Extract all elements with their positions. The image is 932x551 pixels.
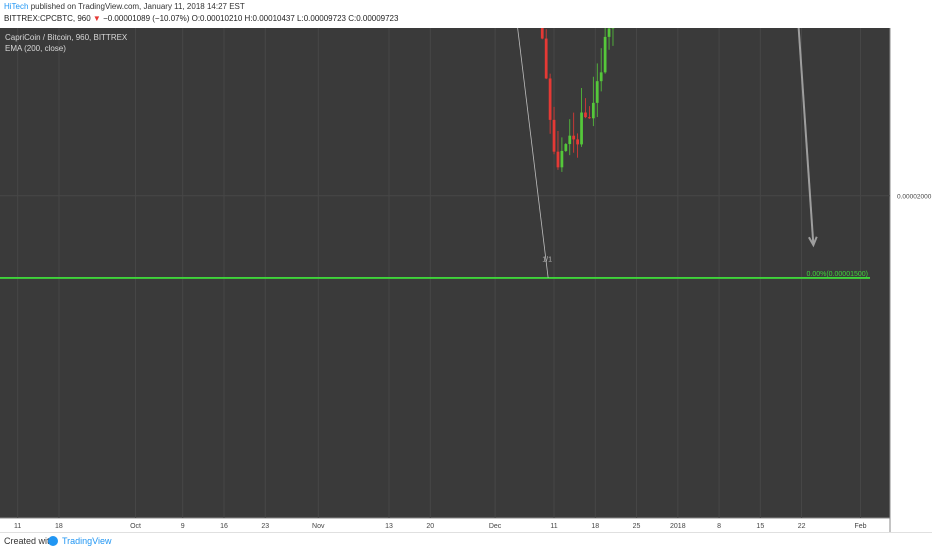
candle-body — [604, 37, 607, 72]
symbol-name: BITTREX:CPCBTC, 960 — [4, 14, 91, 23]
symbol-info: BITTREX:CPCBTC, 960 ▼ −0.00001089 (−10.0… — [4, 14, 398, 23]
candle-body — [584, 113, 587, 118]
candle-body — [576, 139, 579, 144]
publish-info: HiTech published on TradingView.com, Jan… — [4, 2, 245, 11]
candle-body — [600, 72, 603, 81]
candle-body — [549, 78, 552, 119]
x-tick-label: Dec — [489, 523, 502, 530]
candle-body — [588, 117, 591, 118]
x-tick-label: 16 — [220, 523, 228, 530]
candle-body — [564, 144, 567, 151]
x-tick-label: 20 — [426, 523, 434, 530]
fib-level-label: 0.00%(0.00001500) — [807, 271, 869, 278]
x-tick-label: 23 — [261, 523, 269, 530]
plot-background — [0, 28, 890, 518]
tradingview-logo-icon — [48, 536, 58, 546]
x-tick-label: 15 — [756, 523, 764, 530]
candle-body — [545, 39, 548, 79]
candle-body — [553, 120, 556, 152]
tradingview-brand-link[interactable]: TradingView — [62, 536, 112, 546]
x-tick-label: 18 — [591, 523, 599, 530]
price-axis[interactable] — [890, 28, 932, 532]
x-tick-label: 18 — [55, 523, 63, 530]
x-tick-label: 11 — [14, 523, 21, 530]
price-change: −0.00001089 (−10.07%) — [103, 14, 189, 23]
x-tick-label: Oct — [130, 523, 141, 530]
candle-body — [541, 28, 544, 39]
legend-indicator[interactable]: EMA (200, close) — [5, 44, 66, 53]
price-chart[interactable]: 0.000300000.000280000.000260000.00024000… — [0, 28, 932, 532]
footer: Created with TradingView — [0, 532, 932, 551]
x-tick-label: 25 — [633, 523, 641, 530]
publish-date: published on TradingView.com, January 11… — [31, 2, 245, 11]
change-down-icon: ▼ — [93, 14, 101, 23]
candle-body — [580, 113, 583, 145]
candle-body — [561, 151, 564, 167]
chart-header: HiTech published on TradingView.com, Jan… — [0, 0, 932, 28]
x-tick-label: Feb — [854, 523, 866, 530]
ohlc-values: O:0.00010210 H:0.00010437 L:0.00009723 C… — [192, 14, 399, 23]
x-tick-label: 13 — [385, 523, 393, 530]
legend-title[interactable]: CapriCoin / Bitcoin, 960, BITTREX — [5, 33, 128, 42]
candle-body — [557, 152, 560, 168]
candle-body — [592, 103, 595, 118]
candle-body — [572, 136, 575, 140]
x-tick-label: 9 — [181, 523, 185, 530]
x-tick-label: 22 — [798, 523, 806, 530]
candle-body — [596, 81, 599, 103]
gann-label: 1/1 — [542, 256, 552, 263]
created-with-label: Created with — [4, 536, 55, 546]
candle-body — [568, 136, 571, 144]
author-link[interactable]: HiTech — [4, 2, 28, 11]
x-tick-label: 11 — [550, 523, 557, 530]
x-tick-label: 2018 — [670, 523, 686, 530]
candle-body — [608, 28, 611, 36]
x-tick-label: 8 — [717, 523, 721, 530]
x-tick-label: Nov — [312, 523, 325, 530]
y-tick-label: 0.00002000 — [897, 194, 932, 201]
